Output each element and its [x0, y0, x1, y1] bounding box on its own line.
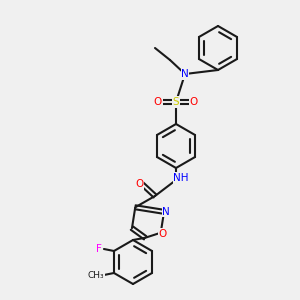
Text: F: F — [96, 244, 102, 254]
Text: N: N — [162, 207, 170, 217]
Text: CH₃: CH₃ — [88, 271, 104, 280]
Text: N: N — [181, 69, 189, 79]
Text: O: O — [190, 97, 198, 107]
Text: S: S — [173, 97, 179, 107]
Text: O: O — [154, 97, 162, 107]
Text: O: O — [159, 229, 167, 239]
Text: O: O — [135, 179, 143, 189]
Text: NH: NH — [173, 173, 189, 183]
